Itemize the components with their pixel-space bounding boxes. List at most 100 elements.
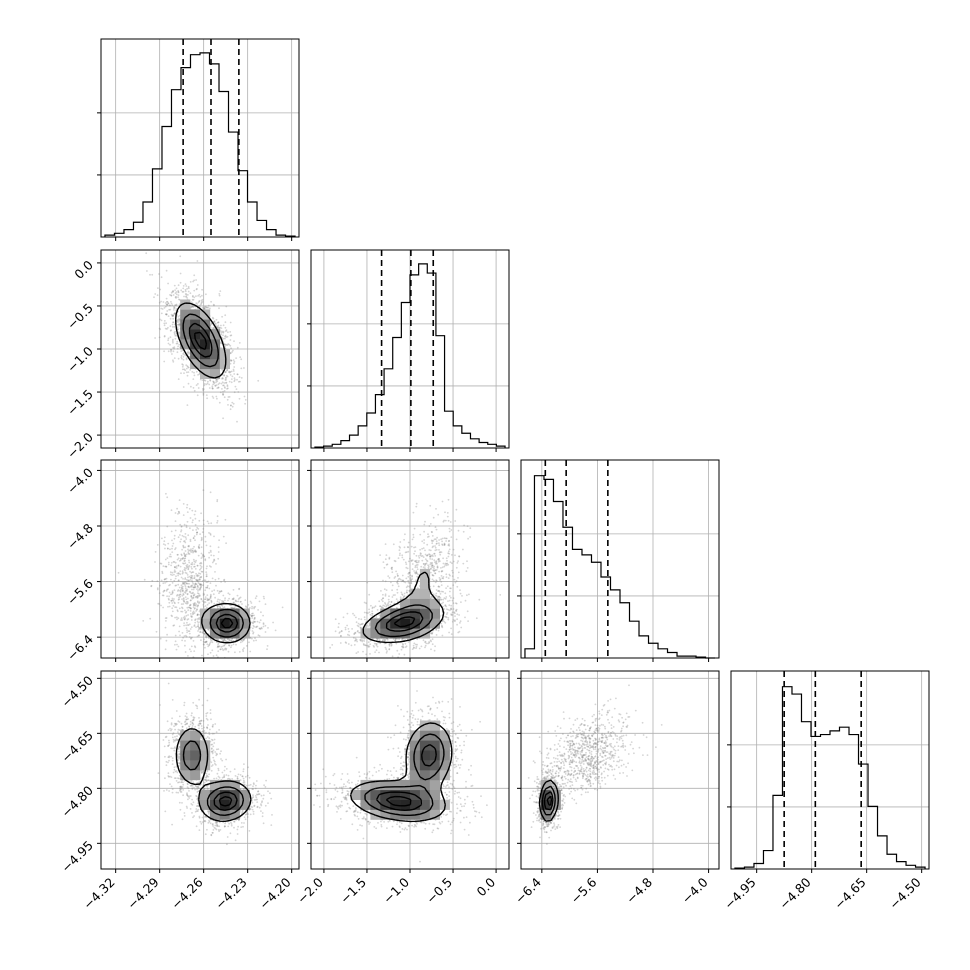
scatter-point (190, 595, 193, 598)
scatter-point (187, 602, 189, 604)
scatter-point (359, 639, 362, 642)
scatter-point (402, 579, 404, 582)
scatter-point (382, 597, 385, 600)
scatter-point (218, 326, 221, 329)
scatter-point (231, 598, 234, 601)
scatter-point (373, 642, 376, 645)
scatter-point (181, 291, 184, 293)
scatter-point (187, 566, 190, 568)
scatter-point (210, 300, 213, 303)
scatter-point (177, 294, 180, 296)
scatter-point (218, 645, 221, 648)
scatter-point (193, 612, 196, 614)
scatter-point (202, 489, 205, 491)
scatter-point (230, 381, 233, 384)
scatter-point (174, 606, 177, 608)
scatter-point (210, 522, 213, 525)
scatter-point (178, 499, 181, 501)
scatter-point (186, 631, 189, 634)
scatter-point (201, 288, 204, 291)
scatter-point (264, 603, 267, 606)
scatter-point (367, 641, 370, 644)
scatter-point (158, 273, 160, 275)
scatter-point (466, 525, 469, 527)
density-cell (219, 608, 230, 619)
scatter-point (410, 580, 413, 583)
scatter-point (384, 639, 386, 642)
scatter-point (190, 637, 192, 640)
scatter-point (412, 533, 415, 536)
scatter-point (181, 557, 184, 560)
scatter-point (169, 308, 172, 311)
density-cell (190, 339, 201, 350)
scatter-point (186, 506, 188, 509)
scatter-point (189, 610, 192, 612)
histogram-1 (314, 263, 506, 448)
scatter-point (211, 387, 214, 390)
scatter-point (143, 578, 146, 581)
scatter-point (224, 314, 227, 317)
scatter-point (230, 334, 233, 337)
scatter-point (230, 646, 232, 649)
scatter-point (220, 646, 223, 648)
scatter-point (253, 607, 256, 610)
scatter-point (169, 294, 171, 296)
scatter-point (185, 578, 188, 581)
scatter-point (217, 645, 219, 648)
scatter-point (373, 646, 375, 648)
scatter-point (169, 571, 172, 574)
scatter-point (437, 596, 439, 599)
scatter-point (457, 571, 460, 574)
scatter-point (209, 593, 212, 596)
scatter-point (397, 600, 399, 603)
scatter-point (192, 604, 195, 606)
scatter-point (190, 637, 192, 639)
scatter-point (444, 511, 446, 514)
scatter-point (181, 548, 184, 551)
scatter-point (214, 322, 217, 325)
scatter-point (200, 561, 202, 564)
scatter-point (206, 643, 209, 646)
scatter-point (251, 615, 254, 617)
scatter-point (174, 602, 176, 605)
scatter-point (206, 597, 209, 600)
scatter-point (455, 608, 458, 611)
scatter-point (232, 368, 235, 371)
scatter-point (185, 634, 187, 637)
scatter-point (165, 580, 168, 583)
scatter-point (193, 513, 196, 516)
scatter-point (437, 558, 439, 561)
scatter-point (187, 366, 190, 369)
scatter-point (177, 645, 180, 648)
scatter-point (167, 597, 170, 600)
scatter-point (406, 546, 409, 548)
scatter-point (205, 567, 208, 570)
scatter-point (186, 588, 189, 591)
scatter-point (177, 323, 180, 326)
scatter-point (352, 636, 355, 639)
scatter-point (381, 606, 383, 608)
scatter-point (410, 582, 413, 585)
scatter-point (215, 381, 217, 384)
density-cell (229, 608, 240, 619)
scatter-point (183, 581, 186, 584)
scatter-point (164, 558, 167, 561)
scatter-panel-2-1 (329, 498, 502, 658)
scatter-point (397, 585, 400, 588)
scatter-point (197, 604, 200, 607)
scatter-point (197, 574, 200, 577)
scatter-point (193, 624, 196, 626)
scatter-point (186, 621, 188, 624)
scatter-point (154, 551, 157, 553)
scatter-point (194, 510, 197, 513)
scatter-point (199, 583, 202, 586)
scatter-point (189, 603, 192, 606)
scatter-point (203, 384, 206, 387)
scatter-point (239, 356, 242, 359)
scatter-point (193, 593, 196, 596)
scatter-point (197, 383, 199, 385)
scatter-point (443, 544, 446, 546)
scatter-point (222, 393, 224, 396)
scatter-point (165, 565, 168, 568)
scatter-point (183, 540, 186, 542)
